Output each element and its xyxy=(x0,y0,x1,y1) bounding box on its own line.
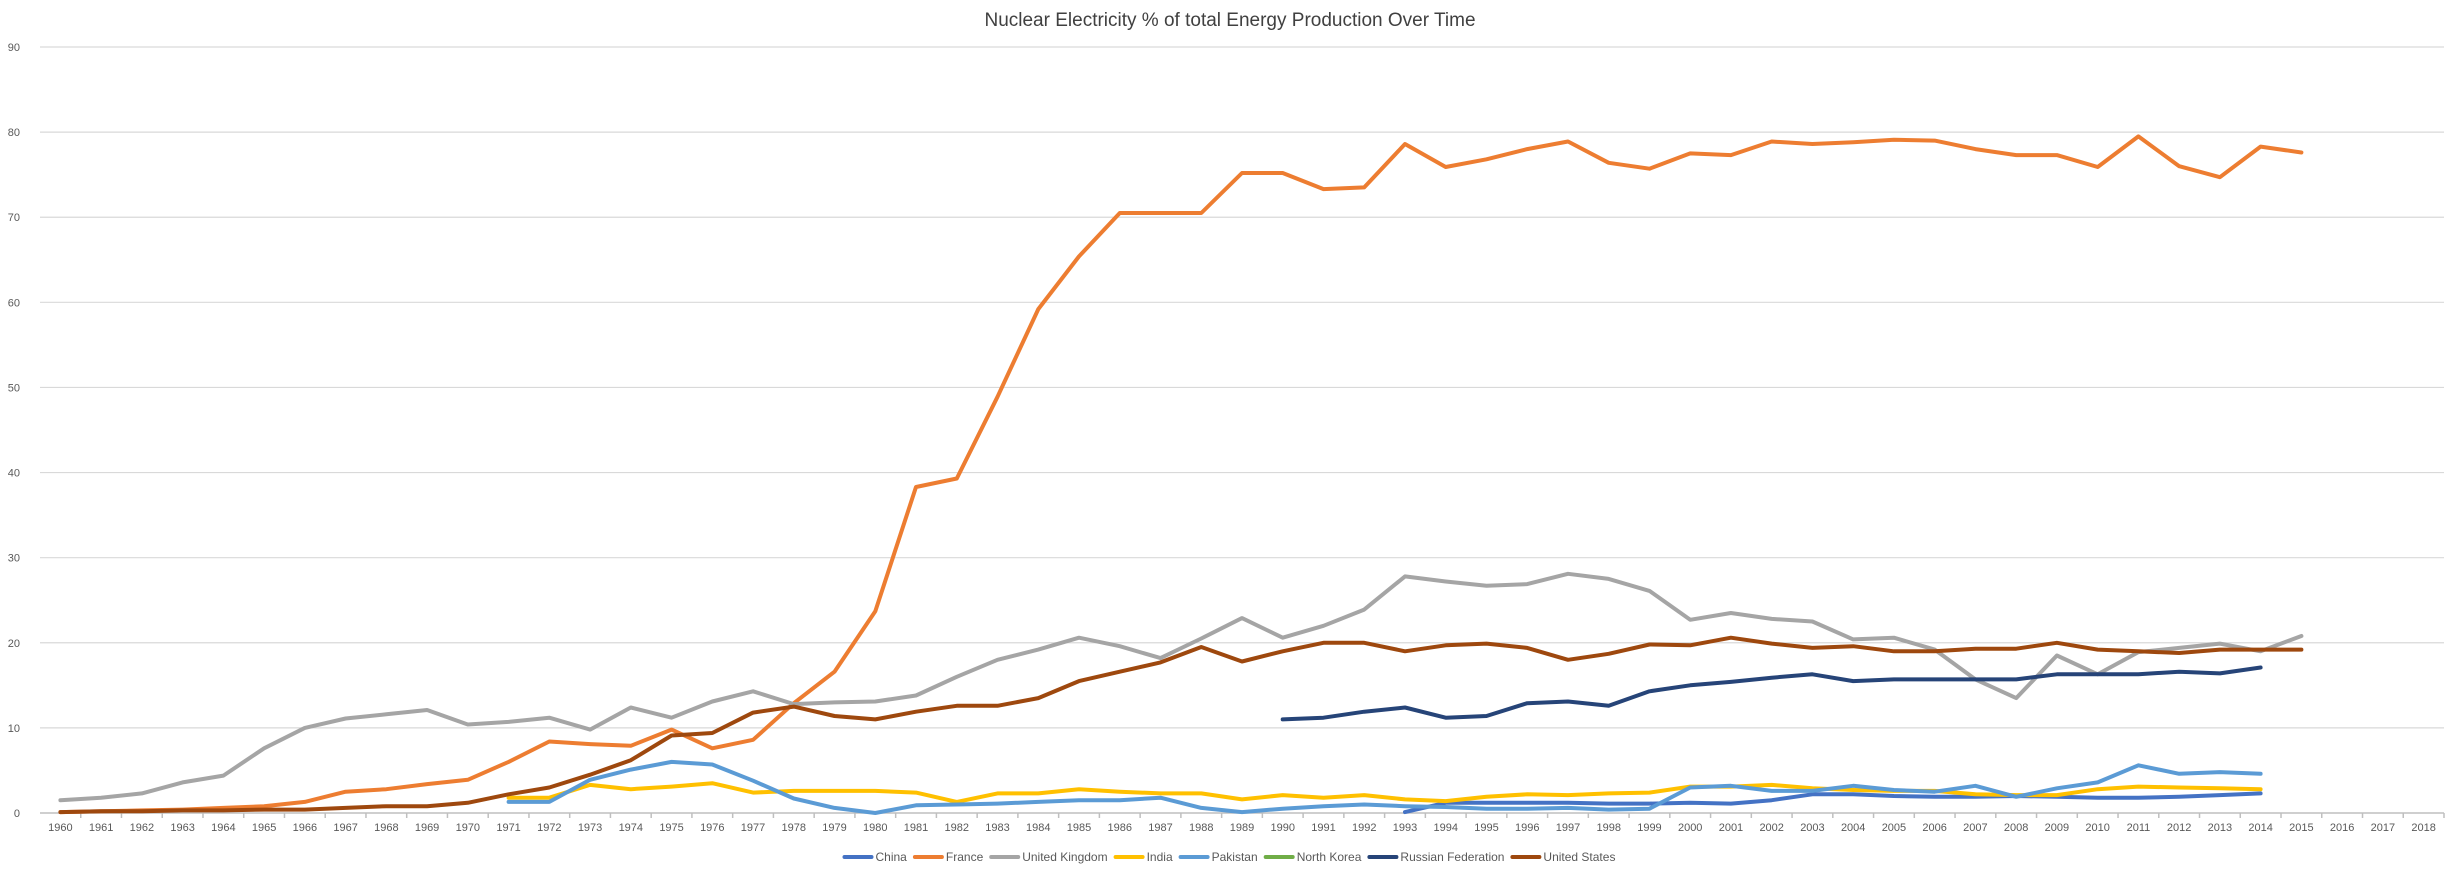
x-tick-label: 1998 xyxy=(1596,822,1620,834)
legend-label: Pakistan xyxy=(1212,850,1258,864)
x-tick-label: 2016 xyxy=(2330,822,2354,834)
legend-label: China xyxy=(876,850,908,864)
x-tick-label: 1961 xyxy=(89,822,113,834)
legend-item-france: France xyxy=(912,850,984,864)
x-tick-label: 1994 xyxy=(1433,822,1457,834)
x-tick-label: 2002 xyxy=(1759,822,1783,834)
x-tick-label: 1992 xyxy=(1352,822,1376,834)
x-tick-label: 1996 xyxy=(1515,822,1539,834)
x-tick-label: 1997 xyxy=(1556,822,1580,834)
x-tick-label: 1989 xyxy=(1230,822,1254,834)
series-line-russian-federation xyxy=(1280,665,2263,722)
y-tick-label: 60 xyxy=(8,297,20,309)
legend-label: North Korea xyxy=(1297,850,1362,864)
legend-item-united-states: United States xyxy=(1510,850,1615,864)
legend-label: France xyxy=(946,850,984,864)
x-tick-label: 1977 xyxy=(741,822,765,834)
series-lines xyxy=(58,134,2304,815)
legend-label: India xyxy=(1147,850,1173,864)
x-tick-label: 1974 xyxy=(619,822,643,834)
x-tick-label: 1979 xyxy=(822,822,846,834)
legend-item-india: India xyxy=(1113,850,1173,864)
x-tick-label: 2018 xyxy=(2411,822,2435,834)
legend-item-russian-federation: Russian Federation xyxy=(1367,850,1504,864)
y-tick-label: 90 xyxy=(8,42,20,54)
x-tick-label: 1963 xyxy=(170,822,194,834)
x-tick-label: 1980 xyxy=(863,822,887,834)
x-tick-label: 1981 xyxy=(904,822,928,834)
x-tick-label: 1985 xyxy=(1067,822,1091,834)
series-line-united-states xyxy=(58,635,2304,815)
legend-item-pakistan: Pakistan xyxy=(1178,850,1258,864)
series-line-china xyxy=(1403,791,2263,815)
x-tick-label: 1968 xyxy=(374,822,398,834)
x-tick-label: 2009 xyxy=(2045,822,2069,834)
x-tick-label: 1982 xyxy=(945,822,969,834)
x-tick-label: 1991 xyxy=(1311,822,1335,834)
x-tick-label: 1988 xyxy=(1189,822,1213,834)
gridlines xyxy=(40,46,2444,814)
legend-label: United States xyxy=(1543,850,1615,864)
x-tick-label: 1971 xyxy=(496,822,520,834)
x-tick-label: 1983 xyxy=(985,822,1009,834)
x-tick-label: 1978 xyxy=(782,822,806,834)
x-tick-label: 2013 xyxy=(2208,822,2232,834)
y-tick-label: 70 xyxy=(8,212,20,224)
legend-item-china: China xyxy=(842,850,908,864)
x-tick-label: 2014 xyxy=(2248,822,2272,834)
x-tick-label: 1990 xyxy=(1271,822,1295,834)
legend: China France United Kingdom India Pakistan No… xyxy=(842,850,1615,864)
x-tick-label: 2006 xyxy=(1922,822,1946,834)
y-tick-label: 40 xyxy=(8,468,20,480)
x-tick-label: 2003 xyxy=(1800,822,1824,834)
series-line-france xyxy=(58,134,2304,815)
x-tick-label: 2017 xyxy=(2371,822,2395,834)
x-tick-label: 1999 xyxy=(1637,822,1661,834)
x-tick-label: 2004 xyxy=(1841,822,1865,834)
x-tick-label: 1966 xyxy=(293,822,317,834)
x-tick-label: 1993 xyxy=(1393,822,1417,834)
y-tick-label: 30 xyxy=(8,553,20,565)
x-tick-label: 1986 xyxy=(1108,822,1132,834)
x-tick-label: 2012 xyxy=(2167,822,2191,834)
y-tick-label: 50 xyxy=(8,382,20,394)
x-tick-label: 1960 xyxy=(48,822,72,834)
x-tick-label: 1965 xyxy=(252,822,276,834)
x-tick-label: 2001 xyxy=(1719,822,1743,834)
x-tick-label: 2007 xyxy=(1963,822,1987,834)
x-tick-label: 1962 xyxy=(130,822,154,834)
x-tick-label: 1984 xyxy=(1026,822,1050,834)
series-line-india xyxy=(506,781,2263,804)
x-axis-ticks: 1960 1961 1962 1963 1964 1965 1966 1967 1968 1969… xyxy=(48,813,2445,834)
x-tick-label: 1995 xyxy=(1474,822,1498,834)
y-tick-label: 10 xyxy=(8,723,20,735)
series-line-united-kingdom xyxy=(58,571,2304,803)
x-tick-label: 2000 xyxy=(1678,822,1702,834)
y-tick-label: 20 xyxy=(8,638,20,650)
chart-title: Nuclear Electricity % of total Energy Pr… xyxy=(984,10,1475,31)
series-line-pakistan xyxy=(506,759,2263,815)
x-tick-label: 2015 xyxy=(2289,822,2313,834)
x-tick-label: 2008 xyxy=(2004,822,2028,834)
legend-item-north-korea: North Korea xyxy=(1263,850,1362,864)
x-tick-label: 1976 xyxy=(700,822,724,834)
x-tick-label: 1975 xyxy=(659,822,683,834)
x-tick-label: 1969 xyxy=(415,822,439,834)
x-tick-label: 1973 xyxy=(578,822,602,834)
legend-item-united-kingdom: United Kingdom xyxy=(989,850,1108,864)
legend-label: Russian Federation xyxy=(1400,850,1504,864)
y-axis-ticks: 0 10 20 30 40 50 60 70 80 90 xyxy=(8,42,20,820)
y-tick-label: 80 xyxy=(8,127,20,139)
x-tick-label: 2005 xyxy=(1882,822,1906,834)
y-tick-label: 0 xyxy=(14,808,20,820)
x-tick-label: 2011 xyxy=(2127,822,2151,834)
x-tick-label: 1987 xyxy=(1148,822,1172,834)
x-tick-label: 1964 xyxy=(211,822,235,834)
legend-label: United Kingdom xyxy=(1022,850,1107,864)
x-tick-label: 1970 xyxy=(456,822,480,834)
x-tick-label: 1967 xyxy=(333,822,357,834)
x-tick-label: 2010 xyxy=(2085,822,2109,834)
x-tick-label: 1972 xyxy=(537,822,561,834)
